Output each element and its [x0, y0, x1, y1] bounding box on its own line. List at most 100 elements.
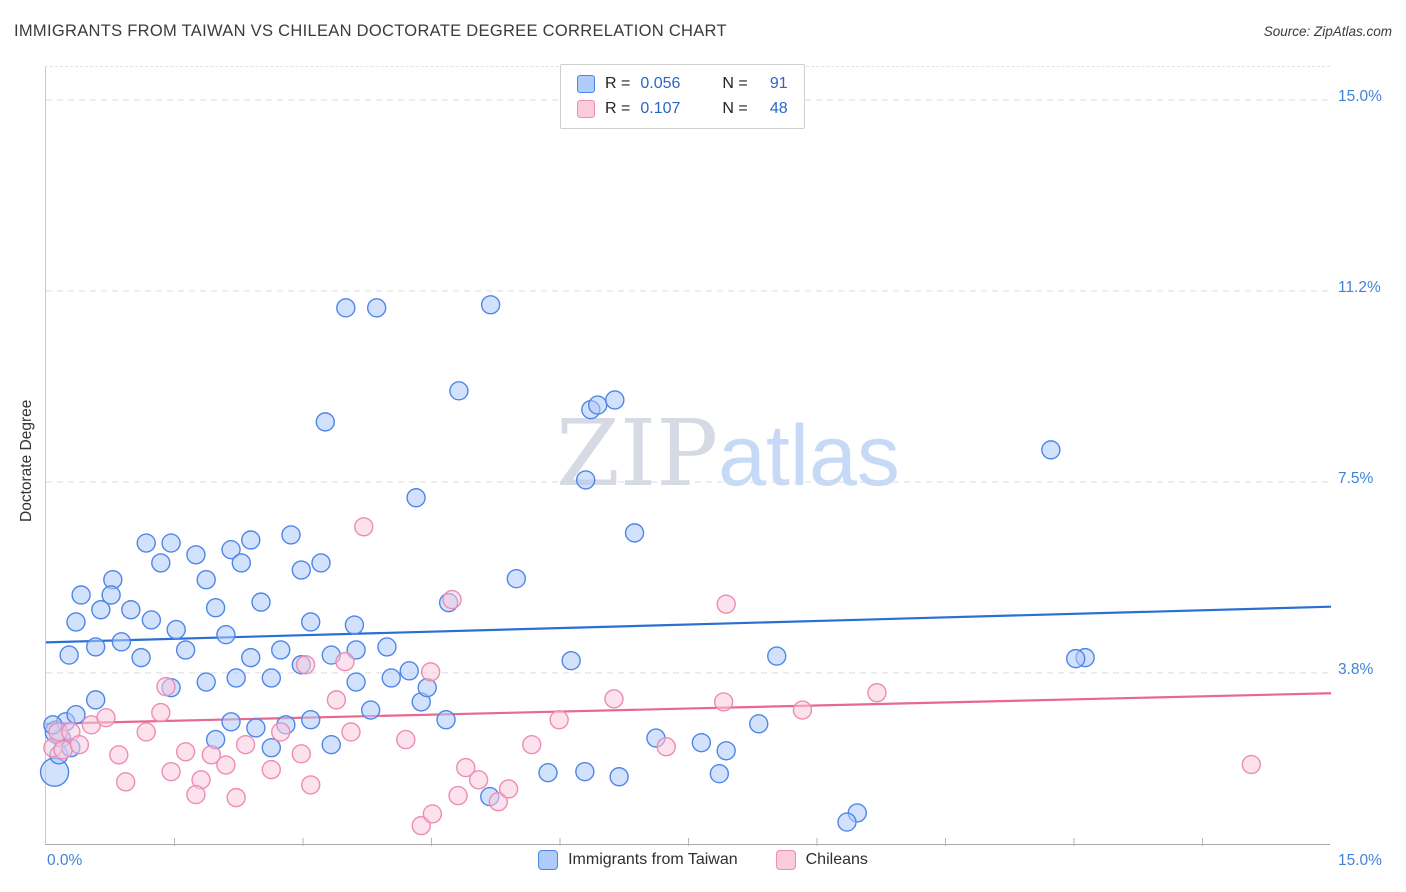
taiwan-point [691, 732, 712, 753]
taiwan-point [311, 553, 331, 573]
x-axis-max-label: 15.0% [1338, 852, 1382, 869]
taiwan-point [136, 533, 156, 553]
taiwan-point [161, 533, 181, 553]
taiwan-point [111, 632, 132, 652]
chilean-point [261, 759, 282, 780]
scatter-plot [39, 99, 1332, 846]
y-tick-label: 11.2% [1338, 279, 1381, 297]
chilean-point [341, 722, 361, 742]
chilean-point [396, 729, 416, 750]
n-value: 91 [769, 75, 788, 92]
taiwan-point [166, 619, 186, 640]
taiwan-point [196, 570, 216, 590]
chilean-legend-label: Chileans [805, 851, 868, 868]
taiwan-point [141, 610, 162, 630]
chilean-point [326, 690, 347, 710]
chilean-point [867, 683, 887, 703]
chilean-point [301, 775, 321, 795]
chilean-swatch [775, 850, 796, 870]
taiwan-point [336, 298, 356, 318]
taiwan-point [301, 710, 321, 730]
taiwan-point [85, 690, 106, 710]
chilean-point [136, 722, 156, 742]
legend-item-chilean: Chileans [775, 850, 868, 870]
taiwan-point [321, 734, 341, 755]
taiwan-point [605, 390, 625, 410]
taiwan-point [241, 530, 261, 550]
n-label: N = [722, 100, 748, 117]
taiwan-point [196, 672, 216, 692]
taiwan-point [315, 412, 335, 432]
legend-item-taiwan: Immigrants from Taiwan [538, 850, 738, 870]
taiwan-point [281, 525, 301, 545]
taiwan-point [71, 585, 91, 605]
chilean-point [448, 785, 468, 806]
plot-area [39, 66, 1332, 846]
r-value: 0.107 [640, 100, 681, 117]
y-tick-label: 15.0% [1338, 88, 1382, 106]
chilean-point [468, 770, 489, 790]
taiwan-point [1066, 648, 1086, 669]
page-title: IMMIGRANTS FROM TAIWAN VS CHILEAN DOCTOR… [14, 22, 727, 40]
taiwan-point [261, 668, 282, 688]
chilean-point [151, 702, 171, 723]
chilean-point [1241, 754, 1262, 775]
taiwan-point [624, 523, 645, 543]
taiwan-trend-line [45, 605, 1332, 644]
taiwan-point [576, 470, 596, 490]
n-label: N = [722, 75, 748, 92]
taiwan-point [346, 640, 366, 660]
taiwan-point [271, 640, 291, 660]
chilean-trend-line [45, 692, 1332, 725]
source-attribution: Source: ZipAtlas.com [1263, 24, 1392, 39]
taiwan-point [538, 762, 558, 783]
taiwan-point [449, 381, 469, 401]
chilean-point [713, 692, 734, 712]
taiwan-point [91, 600, 111, 620]
taiwan-point [587, 395, 608, 415]
legend-row-taiwan: R = 0.056 N = 91 [577, 75, 788, 93]
chilean-point [69, 734, 90, 755]
taiwan-point [480, 295, 501, 315]
chilean-point [295, 655, 316, 675]
chilean-point [354, 517, 374, 537]
taiwan-point [101, 585, 121, 605]
y-axis-title: Doctorate Degree [18, 399, 35, 522]
taiwan-point [66, 704, 86, 725]
taiwan-point [709, 764, 730, 784]
taiwan-point [216, 625, 236, 645]
r-value: 0.056 [640, 75, 681, 92]
chilean-point [420, 662, 441, 682]
chilean-point [201, 745, 222, 765]
chilean-point [186, 784, 206, 805]
taiwan-point [246, 718, 266, 738]
chilean-point [335, 651, 355, 672]
taiwan-swatch [538, 850, 559, 870]
taiwan-point [205, 598, 226, 618]
correlation-stats-legend: R = 0.056 N = 91 R = 0.107 N = 48 [560, 64, 805, 129]
chilean-point [175, 742, 196, 762]
chilean-point [53, 740, 73, 760]
chilean-point [549, 710, 569, 730]
taiwan-point [346, 672, 366, 692]
taiwan-point [66, 612, 86, 632]
taiwan-point [561, 650, 581, 671]
taiwan-point [366, 298, 387, 318]
taiwan-point [291, 560, 311, 580]
taiwan-point [381, 668, 401, 688]
taiwan-point [221, 539, 241, 560]
chilean-point [411, 815, 431, 836]
chilean-point [115, 772, 136, 792]
taiwan-point [175, 640, 196, 660]
taiwan-point [609, 767, 629, 787]
taiwan-point [226, 668, 246, 688]
taiwan-point [716, 741, 736, 761]
taiwan-point [85, 637, 106, 657]
taiwan-point [360, 700, 381, 720]
taiwan-point [301, 612, 321, 632]
taiwan-point [399, 661, 419, 681]
taiwan-point [1041, 440, 1061, 460]
chilean-point [656, 737, 676, 757]
chilean-point [488, 792, 509, 812]
